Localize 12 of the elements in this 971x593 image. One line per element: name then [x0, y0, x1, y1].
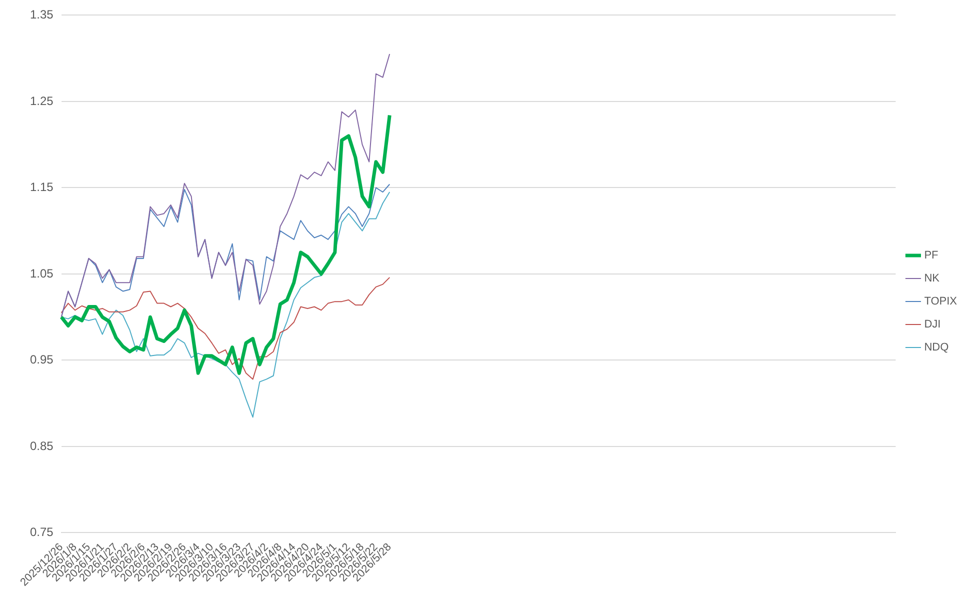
y-tick-label: 1.25 — [30, 94, 54, 108]
legend-label: NDQ — [924, 342, 950, 354]
legend-label: DJI — [924, 318, 941, 331]
y-tick-label: 0.75 — [30, 525, 54, 540]
y-tick-label: 0.85 — [30, 438, 54, 453]
y-tick-label: 1.05 — [30, 266, 54, 280]
y-tick-label: 0.95 — [30, 352, 54, 367]
y-tick-label: 1.35 — [30, 8, 54, 22]
y-tick-label: 1.15 — [30, 180, 54, 194]
legend-label: NK — [924, 272, 940, 285]
legend-label: PF — [924, 250, 939, 262]
legend-label: TOPIX — [924, 296, 958, 308]
